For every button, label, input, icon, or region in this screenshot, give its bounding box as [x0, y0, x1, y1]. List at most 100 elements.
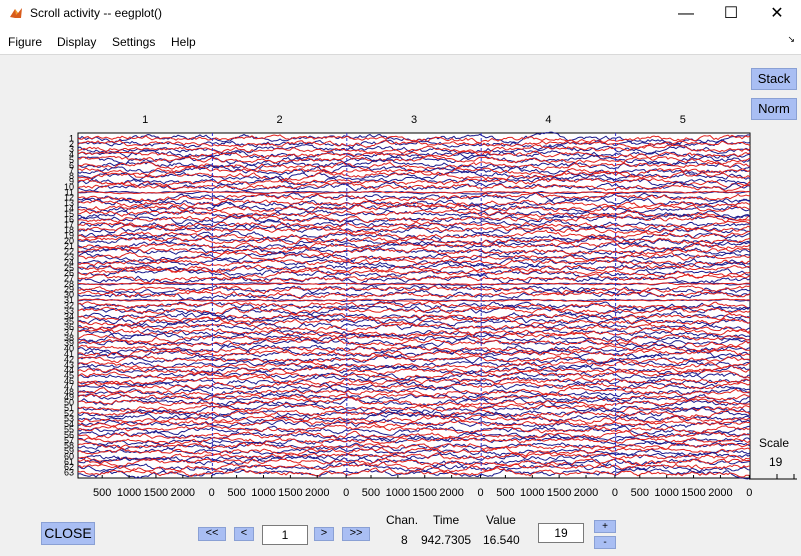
channel-label-4: 4 — [69, 150, 74, 160]
channel-label-21: 21 — [64, 241, 74, 251]
trace-red-ch43 — [77, 360, 751, 370]
scroll-fast-back-button[interactable]: << — [198, 527, 226, 541]
epoch-label-1: 1 — [142, 114, 148, 126]
channel-label-62: 62 — [64, 462, 74, 472]
channel-label-2: 2 — [69, 139, 74, 149]
scroll-forward-button[interactable]: > — [314, 527, 334, 541]
trace-red-ch54 — [77, 418, 751, 428]
trace-blue-ch34 — [77, 311, 751, 321]
scale-increase-button[interactable]: + — [594, 520, 616, 533]
trace-red-ch63 — [77, 467, 751, 478]
trace-red-ch24 — [77, 258, 751, 268]
x-tick-label: 1500 — [144, 487, 168, 499]
x-tick-label: 500 — [93, 487, 111, 499]
channel-label-43: 43 — [64, 360, 74, 370]
x-tick-label: 500 — [631, 487, 649, 499]
trace-blue-ch5 — [77, 154, 751, 167]
menu-display[interactable]: Display — [57, 35, 97, 49]
channel-label-47: 47 — [64, 381, 74, 391]
x-tick-label: 0 — [209, 487, 215, 499]
trace-red-ch39 — [77, 337, 751, 349]
trace-red-ch58 — [77, 441, 751, 450]
channel-label-58: 58 — [64, 441, 74, 451]
channel-label-32: 32 — [64, 301, 74, 311]
channel-label-20: 20 — [64, 236, 74, 246]
channel-label-36: 36 — [64, 322, 74, 332]
channel-label-24: 24 — [64, 257, 74, 267]
eeg-plot-svg[interactable]: 1234567891011121314151617181920212223242… — [0, 100, 801, 520]
channel-label-3: 3 — [69, 144, 74, 154]
epoch-label-4: 4 — [545, 114, 551, 126]
window-title: Scroll activity -- eegplot() — [30, 6, 163, 20]
channel-label-57: 57 — [64, 435, 74, 445]
close-button[interactable]: CLOSE — [41, 522, 95, 545]
channel-label-28: 28 — [64, 279, 74, 289]
scale-input[interactable]: 19 — [538, 523, 584, 543]
trace-blue-ch13 — [77, 197, 751, 209]
minimize-button[interactable]: — — [678, 5, 694, 22]
channel-label-51: 51 — [64, 403, 74, 413]
trace-red-ch32 — [77, 300, 751, 311]
trace-blue-ch24 — [77, 258, 751, 268]
channel-label-35: 35 — [64, 317, 74, 327]
channel-label-63: 63 — [64, 468, 74, 478]
channel-label-50: 50 — [64, 398, 74, 408]
menu-settings[interactable]: Settings — [112, 35, 156, 49]
trace-red-ch53 — [77, 414, 751, 424]
menu-help[interactable]: Help — [171, 35, 196, 49]
trace-blue-ch58 — [77, 440, 751, 451]
time-label: Time — [433, 513, 460, 527]
scroll-fast-forward-button[interactable]: >> — [342, 527, 370, 541]
trace-blue-ch53 — [77, 411, 751, 423]
x-tick-label: 1500 — [413, 487, 437, 499]
stack-button[interactable]: Stack — [751, 68, 797, 90]
trace-blue-ch16 — [77, 213, 751, 224]
chan-label: Chan. — [386, 513, 419, 527]
trace-red-ch16 — [77, 214, 751, 224]
menu-figure[interactable]: Figure — [8, 35, 43, 49]
epoch-input[interactable]: 1 — [262, 525, 308, 545]
channel-label-53: 53 — [64, 414, 74, 424]
dock-arrow-icon[interactable]: ↘ — [787, 34, 795, 44]
channel-label-14: 14 — [64, 203, 74, 213]
x-tick-label: 500 — [496, 487, 514, 499]
channel-label-39: 39 — [64, 338, 74, 348]
epoch-label-5: 5 — [680, 114, 686, 126]
scale-value: 19 — [769, 455, 783, 469]
trace-blue-ch42 — [77, 353, 751, 364]
scroll-back-button[interactable]: < — [234, 527, 254, 541]
trace-red-ch28 — [78, 282, 751, 286]
channel-label-29: 29 — [64, 284, 74, 294]
norm-button[interactable]: Norm — [751, 98, 797, 120]
trace-red-ch26 — [77, 267, 751, 280]
x-tick-label: 2000 — [708, 487, 732, 499]
trace-blue-ch11 — [77, 190, 751, 195]
time-value: 942.7305 — [421, 533, 472, 547]
trace-red-ch62 — [78, 461, 751, 473]
trace-red-ch59 — [77, 446, 751, 457]
channel-label-11: 11 — [65, 187, 74, 197]
channel-label-23: 23 — [64, 252, 74, 262]
x-tick-label: 0 — [746, 487, 752, 499]
trace-red-ch52 — [77, 409, 751, 419]
x-tick-label: 500 — [362, 487, 380, 499]
x-tick-label: 1000 — [520, 487, 544, 499]
channel-label-8: 8 — [69, 171, 74, 181]
x-tick-label: 1000 — [251, 487, 275, 499]
x-tick-label: 1000 — [386, 487, 410, 499]
trace-blue-ch62 — [77, 461, 751, 473]
trace-red-ch56 — [77, 430, 751, 440]
channel-label-38: 38 — [64, 333, 74, 343]
trace-red-ch27 — [77, 273, 751, 284]
trace-red-ch60 — [78, 452, 751, 462]
trace-red-ch55 — [77, 424, 751, 434]
trace-red-ch21 — [77, 241, 751, 251]
trace-red-ch33 — [77, 306, 751, 316]
close-window-button[interactable]: ✕ — [770, 5, 784, 22]
maximize-button[interactable]: ☐ — [723, 5, 739, 22]
scale-decrease-button[interactable]: - — [594, 536, 616, 549]
channel-label-9: 9 — [69, 177, 74, 187]
trace-red-ch49 — [77, 392, 751, 402]
channel-label-5: 5 — [69, 155, 74, 165]
eeg-plot[interactable]: 1 2 3 4 5 6 7 8 9 10 11 12 13 14 15 16 17 18 19 20 21 22 23 24 2… — [0, 100, 801, 520]
